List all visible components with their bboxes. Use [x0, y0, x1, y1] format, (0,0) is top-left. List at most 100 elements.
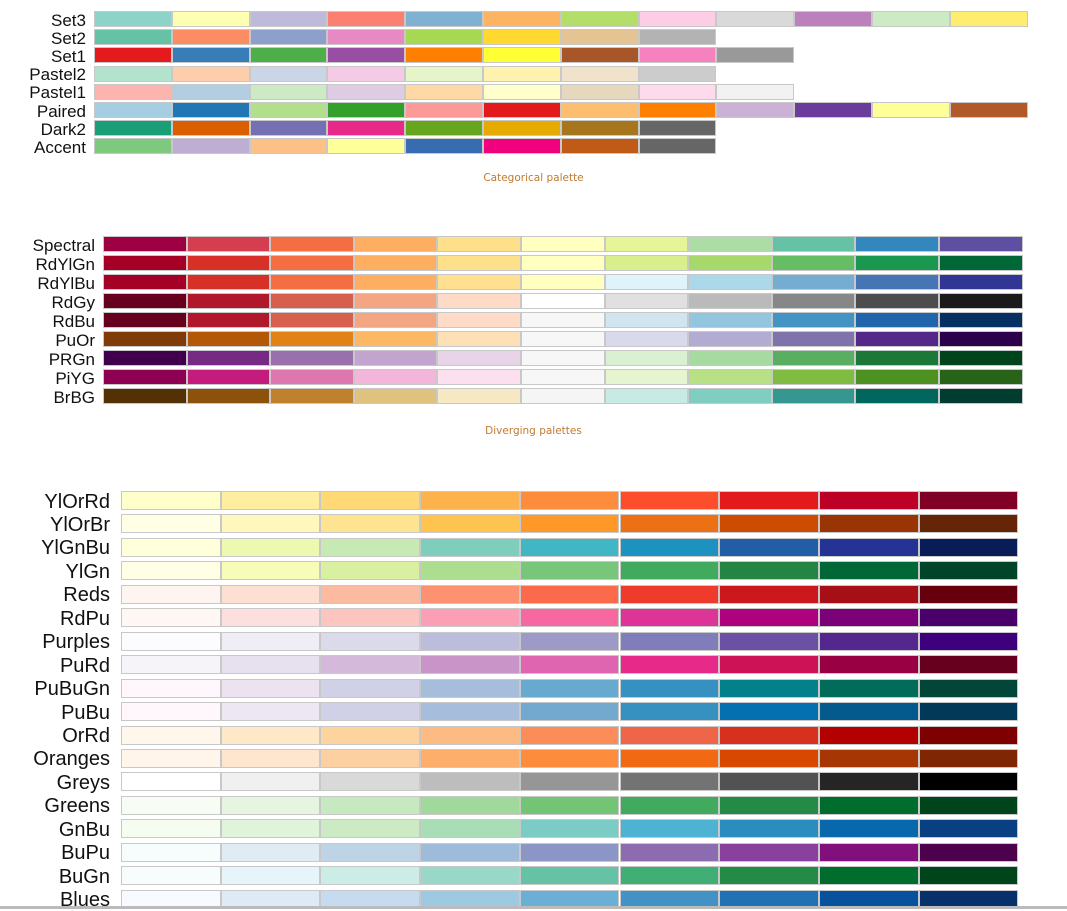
color-swatch — [719, 748, 819, 768]
color-swatch — [939, 255, 1023, 272]
color-swatch — [872, 11, 950, 27]
color-swatch — [719, 655, 819, 675]
color-swatch — [320, 514, 421, 534]
color-swatch — [521, 369, 605, 386]
color-swatch — [918, 772, 1019, 792]
color-swatch — [918, 795, 1019, 815]
color-swatch — [719, 842, 819, 862]
palette-label: Oranges — [33, 748, 110, 771]
color-swatch — [220, 608, 321, 628]
color-swatch — [121, 537, 221, 557]
color-swatch — [619, 795, 720, 815]
palette-label: BuGn — [58, 865, 110, 888]
palette-label: OrRd — [62, 725, 110, 747]
color-swatch — [437, 369, 521, 386]
color-swatch — [437, 255, 521, 272]
color-swatch — [121, 795, 221, 815]
color-swatch — [249, 65, 328, 82]
color-swatch — [420, 584, 520, 604]
palette-row-oranges: Oranges — [0, 748, 1067, 771]
color-swatch — [818, 819, 919, 839]
color-swatch — [818, 842, 919, 862]
palette-label: YlGnBu — [41, 537, 110, 560]
color-swatch — [638, 83, 717, 100]
color-swatch — [420, 631, 520, 651]
color-swatch — [818, 537, 919, 557]
palette-row-pastel2: Pastel2 — [0, 65, 1067, 83]
color-swatch — [405, 102, 483, 118]
color-swatch — [320, 608, 421, 628]
color-swatch — [619, 819, 720, 839]
palette-label: Purples — [42, 631, 110, 654]
color-swatch — [818, 584, 919, 604]
color-swatch — [249, 120, 328, 137]
color-swatch — [405, 65, 483, 82]
palette-row-paired: Paired — [0, 102, 1067, 120]
palette-row-ylgnbu: YlGnBu — [0, 537, 1067, 560]
color-swatch — [103, 293, 187, 310]
color-swatch — [794, 11, 872, 27]
color-swatch — [121, 748, 221, 768]
color-swatch — [918, 491, 1019, 510]
palette-row-pastel1: Pastel1 — [0, 83, 1067, 103]
color-swatch — [220, 702, 321, 722]
color-swatch — [638, 11, 717, 27]
color-swatch — [327, 120, 406, 137]
color-swatch — [688, 236, 772, 252]
color-swatch — [519, 491, 620, 510]
color-swatch — [818, 561, 919, 581]
color-swatch — [716, 11, 795, 27]
color-swatch — [716, 47, 795, 64]
palette-label: BuPu — [61, 842, 110, 865]
palette-row-ylorbr: YlOrBr — [0, 514, 1067, 535]
color-swatch — [619, 772, 720, 792]
color-swatch — [521, 236, 605, 252]
color-swatch — [270, 369, 354, 386]
color-swatch — [327, 47, 406, 64]
color-swatch — [186, 255, 271, 272]
color-swatch — [405, 11, 483, 27]
color-swatch — [103, 312, 187, 329]
color-swatch — [327, 102, 406, 118]
color-swatch — [818, 725, 919, 745]
color-swatch — [855, 331, 939, 348]
color-swatch — [604, 369, 689, 386]
color-swatch — [270, 255, 354, 272]
palette-row-greys: Greys — [0, 772, 1067, 793]
color-swatch — [619, 702, 720, 722]
color-swatch — [420, 702, 520, 722]
color-swatch — [483, 47, 561, 64]
color-swatch — [560, 65, 639, 82]
palette-label: Pastel1 — [29, 83, 86, 103]
color-swatch — [171, 65, 250, 82]
color-swatch — [121, 678, 221, 698]
color-swatch — [939, 388, 1023, 405]
color-swatch — [521, 293, 605, 310]
color-swatch — [560, 29, 639, 46]
color-swatch — [519, 631, 620, 651]
palette-label: Accent — [34, 137, 86, 157]
color-swatch — [638, 29, 717, 46]
color-swatch — [171, 120, 250, 137]
color-swatch — [519, 819, 620, 839]
color-swatch — [420, 842, 520, 862]
color-swatch — [918, 819, 1019, 839]
color-swatch — [171, 47, 250, 64]
color-swatch — [103, 350, 187, 367]
color-swatch — [949, 11, 1028, 27]
color-swatch — [103, 255, 187, 272]
palette-row-set3: Set3 — [0, 10, 1067, 30]
color-swatch — [121, 772, 221, 792]
color-swatch — [939, 274, 1023, 291]
color-swatch — [320, 795, 421, 815]
palette-label: Set3 — [51, 10, 86, 30]
palette-row-ylorrd: YlOrRd — [0, 491, 1067, 512]
color-swatch — [121, 842, 221, 862]
color-swatch — [270, 312, 354, 329]
color-swatch — [171, 29, 250, 46]
color-swatch — [688, 388, 772, 405]
color-swatch — [771, 350, 856, 367]
color-swatch — [939, 236, 1023, 252]
color-swatch — [604, 388, 689, 405]
palette-row-dark2: Dark2 — [0, 120, 1067, 138]
